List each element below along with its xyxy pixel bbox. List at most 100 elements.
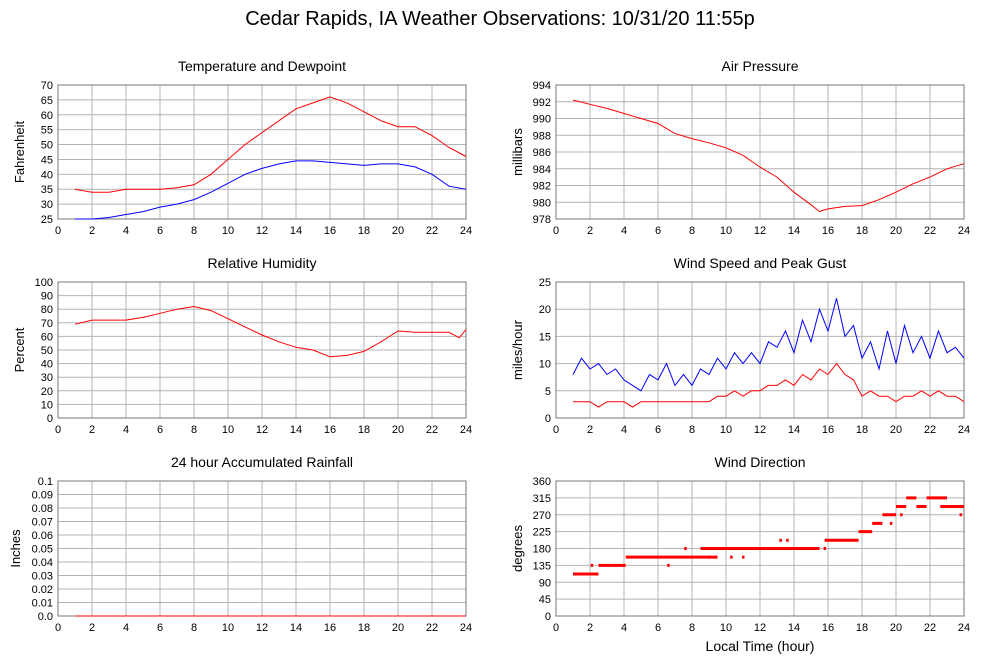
x-tick-label: 18 [856, 225, 868, 237]
y-tick-label: 994 [533, 80, 551, 92]
x-tick-label: 22 [924, 622, 936, 634]
y-tick-label: 0.04 [32, 557, 53, 569]
direction-point [730, 555, 733, 559]
chart-humidity: 0 2 4 6 8 10 12 14 16 18 20 22 240102030405060708090… [12, 255, 472, 436]
x-tick-label: 6 [655, 424, 661, 436]
x-tick-label: 24 [958, 424, 970, 436]
y-tick-label: 135 [533, 560, 551, 572]
direction-point [708, 555, 711, 559]
direction-point [823, 547, 827, 550]
y-tick-label: 225 [533, 527, 551, 539]
x-tick-label: 0 [55, 225, 61, 237]
chart-title: Relative Humidity [208, 255, 317, 271]
y-tick-label: 25 [41, 214, 53, 226]
y-tick-label: 0.05 [32, 544, 53, 556]
x-tick-label: 14 [788, 225, 800, 237]
plot-frame [555, 84, 965, 220]
x-tick-label: 22 [426, 622, 438, 634]
x-tick-label: 18 [856, 424, 868, 436]
x-tick-label: 0 [55, 622, 61, 634]
x-tick-label: 16 [822, 622, 834, 634]
y-tick-label: 992 [533, 97, 551, 109]
x-tick-label: 6 [157, 424, 163, 436]
y-tick-label: 978 [533, 214, 551, 226]
y-tick-label: 50 [41, 140, 53, 152]
direction-point [684, 547, 687, 550]
chart-temp: 0 2 4 6 8 10 12 14 16 18 20 22 242530354045505560657… [12, 58, 472, 237]
direction-point [742, 555, 745, 559]
chart-title: Air Pressure [721, 58, 798, 74]
x-tick-label: 4 [621, 225, 627, 237]
chart-direction: 0 2 4 6 8 10 12 14 16 18 20 22 240459013518022527031… [510, 454, 970, 654]
y-tick-label: 45 [41, 154, 53, 166]
y-tick-label: 982 [533, 181, 551, 193]
x-tick-label: 18 [358, 225, 370, 237]
x-tick-label: 12 [754, 622, 766, 634]
chart-rain: 0 2 4 6 8 10 12 14 16 18 20 22 240.00.010.020.030.04… [8, 454, 472, 634]
y-tick-label: 0 [545, 611, 551, 623]
x-tick-label: 2 [89, 424, 95, 436]
y-axis-label: Percent [12, 327, 27, 372]
y-tick-label: 20 [539, 304, 551, 316]
x-tick-label: 14 [290, 622, 302, 634]
y-axis-label: miles/hour [510, 319, 525, 380]
y-tick-label: 100 [35, 277, 53, 289]
x-tick-label: 24 [460, 622, 472, 634]
y-tick-label: 0.01 [32, 598, 53, 610]
y-tick-label: 0.1 [38, 476, 53, 488]
y-tick-label: 315 [533, 493, 551, 505]
x-tick-label: 2 [587, 225, 593, 237]
y-tick-label: 0.09 [32, 490, 53, 502]
direction-point [900, 513, 903, 517]
x-tick-label: 10 [222, 622, 234, 634]
x-tick-label: 8 [689, 622, 695, 634]
x-tick-label: 14 [788, 622, 800, 634]
y-axis-label: degrees [510, 525, 525, 572]
y-tick-label: 55 [41, 125, 53, 137]
chart-title: Wind Speed and Peak Gust [674, 255, 847, 271]
y-tick-label: 988 [533, 130, 551, 142]
y-tick-label: 0 [545, 413, 551, 425]
x-tick-label: 24 [958, 622, 970, 634]
x-tick-label: 12 [256, 622, 268, 634]
x-tick-label: 4 [621, 622, 627, 634]
x-tick-label: 4 [123, 622, 129, 634]
y-tick-label: 70 [41, 80, 53, 92]
x-tick-label: 2 [89, 225, 95, 237]
x-tick-label: 18 [856, 622, 868, 634]
x-tick-label: 16 [324, 225, 336, 237]
direction-point [959, 513, 963, 517]
series-line-0 [74, 96, 467, 193]
direction-point [786, 538, 789, 542]
y-tick-label: 50 [41, 345, 53, 357]
y-tick-label: 30 [41, 199, 53, 211]
plot-frame [57, 281, 467, 419]
x-tick-label: 16 [324, 622, 336, 634]
x-tick-label: 10 [222, 424, 234, 436]
x-tick-label: 6 [157, 622, 163, 634]
direction-point [889, 521, 893, 525]
x-tick-label: 24 [958, 225, 970, 237]
y-tick-label: 90 [41, 291, 53, 303]
chart-title: Temperature and Dewpoint [178, 58, 346, 74]
y-tick-label: 60 [41, 110, 53, 122]
x-tick-label: 16 [822, 225, 834, 237]
direction-point [667, 563, 670, 567]
x-tick-label: 12 [754, 424, 766, 436]
x-tick-label: 20 [392, 225, 404, 237]
x-tick-label: 20 [392, 622, 404, 634]
x-tick-label: 0 [553, 225, 559, 237]
y-tick-label: 360 [533, 476, 551, 488]
y-tick-label: 35 [41, 184, 53, 196]
x-tick-label: 24 [460, 424, 472, 436]
x-tick-label: 14 [788, 424, 800, 436]
x-tick-label: 14 [290, 225, 302, 237]
y-tick-label: 60 [41, 331, 53, 343]
y-tick-label: 270 [533, 510, 551, 522]
x-tick-label: 20 [890, 622, 902, 634]
y-tick-label: 15 [539, 331, 551, 343]
series-line-0 [74, 305, 467, 358]
y-axis-label: millibars [510, 128, 525, 176]
y-tick-label: 10 [41, 399, 53, 411]
